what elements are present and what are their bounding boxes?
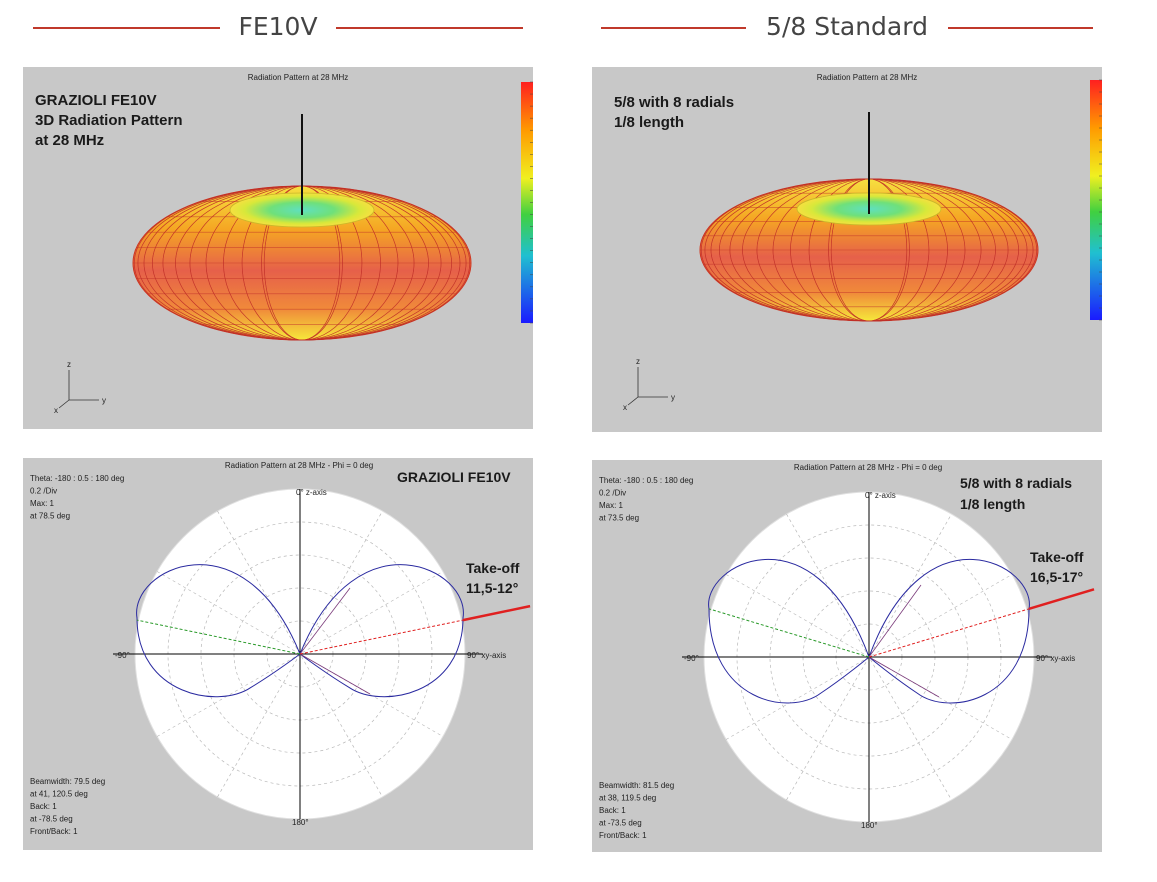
color-scale-ticks — [530, 81, 533, 324]
axis-y-label: y — [671, 393, 675, 402]
info-bottom-line: at 38, 119.5 deg — [599, 794, 656, 803]
info-bottom-line: at -78.5 deg — [30, 815, 73, 824]
pattern-3d-panel-fe10v: Radiation Pattern at 28 MHz GRAZIOLI FE10… — [23, 67, 533, 429]
axis-z-label: z — [67, 360, 71, 369]
column-heading-58-standard: 5/8 Standard — [601, 8, 1093, 48]
axis-bottom-label: 180° — [292, 818, 309, 827]
rear-lobe-ray — [708, 608, 870, 658]
takeoff-label-line: Take-off — [1030, 549, 1084, 565]
beamwidth-markers — [299, 587, 371, 695]
polar-header: Radiation Pattern at 28 MHz - Phi = 0 de… — [794, 463, 942, 472]
info-top-line: 0.2 /Div — [599, 489, 626, 498]
info-bottom-line: Front/Back: 1 — [30, 827, 78, 836]
info-top-line: Max: 1 — [30, 499, 55, 508]
axes-triad — [58, 370, 99, 409]
axis-x-label: x — [54, 406, 58, 415]
pattern-label-line: GRAZIOLI FE10V — [35, 92, 157, 109]
takeoff-label-line: Take-off — [466, 560, 520, 576]
takeoff-label-line: 16,5-17° — [1030, 569, 1083, 585]
axis-y-label: y — [102, 396, 106, 405]
info-top-line: Theta: -180 : 0.5 : 180 deg — [30, 474, 124, 483]
axis-left-label: -90° — [115, 651, 130, 660]
takeoff-ray-inner — [299, 619, 464, 655]
info-top-line: 0.2 /Div — [30, 487, 57, 496]
pattern-label-line: at 28 MHz — [35, 132, 104, 149]
info-top-line: at 73.5 deg — [599, 514, 639, 523]
takeoff-label-line: 11,5-12° — [466, 580, 518, 596]
lobe-left — [136, 564, 301, 698]
info-bottom-line: at -73.5 deg — [599, 819, 642, 828]
pattern-header: Radiation Pattern at 28 MHz — [817, 73, 918, 82]
polar-plot-panel-58-standard: Radiation Pattern at 28 MHz - Phi = 0 de… — [592, 460, 1102, 852]
panel-canvas: Radiation Pattern at 28 MHz 5/8 with 8 ra… — [614, 73, 1102, 412]
polar-header: Radiation Pattern at 28 MHz - Phi = 0 de… — [225, 461, 373, 470]
info-bottom-line: Beamwidth: 79.5 deg — [30, 777, 105, 786]
lobe-left — [708, 558, 870, 704]
heading-rule-left — [601, 27, 746, 29]
column-heading-fe10v: FE10V — [33, 8, 523, 48]
axis-left-label: -90° — [684, 654, 699, 663]
info-top-line: at 78.5 deg — [30, 512, 70, 521]
pattern-label-line: 1/8 length — [614, 114, 684, 131]
info-bottom-line: Beamwidth: 81.5 deg — [599, 781, 674, 790]
polar-label-line: GRAZIOLI FE10V — [397, 469, 511, 485]
info-bottom-line: Back: 1 — [599, 806, 626, 815]
takeoff-ray-inner — [868, 608, 1030, 658]
panel-canvas: Radiation Pattern at 28 MHz - Phi = 0 de… — [599, 463, 1095, 840]
takeoff-ray — [1028, 588, 1095, 611]
axis-z-label: z — [636, 357, 640, 366]
info-bottom-line: Back: 1 — [30, 802, 57, 811]
heading-text: FE10V — [238, 12, 318, 41]
pattern-header: Radiation Pattern at 28 MHz — [248, 73, 349, 82]
heading-rule-right — [336, 27, 523, 29]
heading-rule-right — [948, 27, 1093, 29]
panel-canvas: Radiation Pattern at 28 MHz - Phi = 0 de… — [30, 461, 531, 836]
heading-rule-left — [33, 27, 220, 29]
info-bottom-line: at 41, 120.5 deg — [30, 790, 88, 799]
info-top-line: Max: 1 — [599, 501, 624, 510]
axis-right-label: 90° xy-axis — [467, 651, 506, 660]
lobe-right — [868, 558, 1030, 704]
heading-text: 5/8 Standard — [766, 12, 928, 41]
takeoff-ray — [462, 604, 531, 622]
pattern-label-line: 3D Radiation Pattern — [35, 112, 183, 129]
pattern-3d-panel-58-standard: Radiation Pattern at 28 MHz 5/8 with 8 ra… — [592, 67, 1102, 432]
polar-plot-panel-fe10v: Radiation Pattern at 28 MHz - Phi = 0 de… — [23, 458, 533, 850]
color-scale-ticks — [1099, 79, 1102, 321]
axis-top-label: 0° z-axis — [865, 491, 896, 500]
info-bottom-line: Front/Back: 1 — [599, 831, 647, 840]
panel-canvas: Radiation Pattern at 28 MHz GRAZIOLI FE10… — [35, 73, 533, 415]
lobe-right — [299, 564, 464, 698]
polar-label-line: 1/8 length — [960, 496, 1025, 512]
axis-bottom-label: 180° — [861, 821, 878, 830]
axis-x-label: x — [623, 403, 627, 412]
axis-top-label: 0° z-axis — [296, 488, 327, 497]
pattern-label-line: 5/8 with 8 radials — [614, 94, 734, 111]
info-top-line: Theta: -180 : 0.5 : 180 deg — [599, 476, 693, 485]
rear-lobe-ray — [136, 619, 301, 655]
beamwidth-markers — [868, 584, 940, 698]
polar-label-line: 5/8 with 8 radials — [960, 475, 1072, 491]
axis-right-label: 90° xy-axis — [1036, 654, 1075, 663]
axes-triad — [627, 367, 668, 406]
